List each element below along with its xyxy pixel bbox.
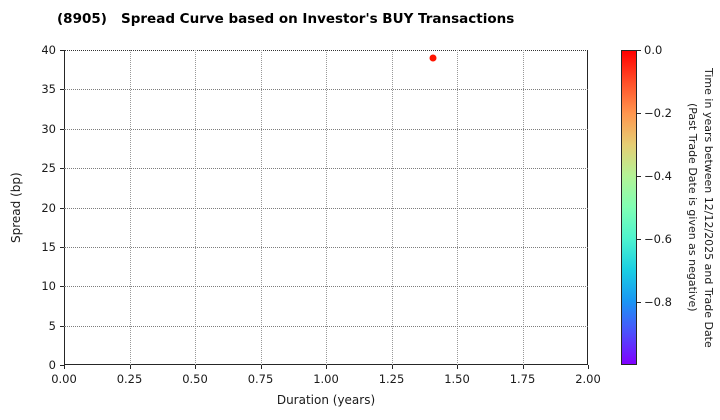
colorbar-tick-mark bbox=[637, 239, 641, 240]
gridline-horizontal bbox=[64, 325, 588, 327]
y-tick-label: 30 bbox=[41, 121, 56, 136]
y-tick-mark bbox=[60, 128, 64, 130]
y-tick-label: 40 bbox=[41, 43, 56, 57]
y-tick-mark bbox=[60, 286, 64, 288]
x-tick-label: 1.00 bbox=[313, 372, 339, 386]
gridline-horizontal bbox=[64, 89, 588, 91]
colorbar-label-line1: Time in years between 12/12/2025 and Tra… bbox=[702, 67, 715, 348]
x-tick-mark bbox=[260, 365, 262, 369]
y-tick-label: 0 bbox=[48, 358, 56, 372]
gridline-horizontal bbox=[64, 207, 588, 209]
y-tick-mark bbox=[60, 246, 64, 248]
colorbar-tick-label: −0.2 bbox=[644, 106, 672, 120]
x-tick-label: 0.00 bbox=[51, 372, 77, 386]
y-tick-mark bbox=[60, 207, 64, 209]
colorbar-tick-mark bbox=[637, 113, 641, 114]
x-tick-label: 0.50 bbox=[182, 372, 208, 386]
x-tick-label: 2.00 bbox=[575, 372, 601, 386]
colorbar bbox=[621, 50, 637, 365]
colorbar-tick-mark bbox=[637, 176, 641, 177]
colorbar-tick-label: −0.6 bbox=[644, 232, 672, 246]
x-tick-label: 0.25 bbox=[116, 372, 143, 386]
gridline-horizontal bbox=[64, 286, 588, 288]
colorbar-tick-mark bbox=[637, 50, 641, 51]
x-tick-mark bbox=[64, 365, 65, 369]
gridline-horizontal bbox=[64, 246, 588, 248]
y-tick-label: 35 bbox=[41, 82, 56, 97]
x-tick-mark bbox=[326, 365, 327, 369]
chart-title: (8905) Spread Curve based on Investor's … bbox=[57, 11, 515, 27]
y-tick-label: 20 bbox=[41, 200, 56, 215]
x-tick-mark bbox=[457, 365, 458, 369]
colorbar-label-line2: (Past Trade Date is given as negative) bbox=[686, 103, 699, 312]
gridline-horizontal bbox=[64, 168, 588, 170]
y-tick-mark bbox=[60, 50, 64, 51]
gridline-horizontal bbox=[64, 128, 588, 130]
x-tick-mark bbox=[129, 365, 131, 369]
colorbar-tick-label: 0.0 bbox=[644, 43, 663, 57]
y-tick-label: 5 bbox=[48, 318, 56, 333]
colorbar-label: Time in years between 12/12/2025 and Tra… bbox=[680, 50, 716, 365]
x-tick-mark bbox=[588, 365, 589, 369]
y-tick-mark bbox=[60, 168, 64, 170]
x-tick-mark bbox=[391, 365, 393, 369]
x-tick-label: 1.25 bbox=[378, 372, 405, 386]
y-tick-label: 25 bbox=[41, 161, 56, 176]
colorbar-tick-mark bbox=[637, 302, 641, 303]
colorbar-tick-label: −0.8 bbox=[644, 295, 672, 309]
x-tick-mark bbox=[195, 365, 196, 369]
x-axis-label: Duration (years) bbox=[276, 393, 376, 407]
x-tick-mark bbox=[522, 365, 524, 369]
y-axis-label: Spread (bp) bbox=[9, 172, 23, 243]
y-tick-label: 10 bbox=[41, 279, 56, 294]
colorbar-tick-label: −0.4 bbox=[644, 169, 672, 183]
x-tick-label: 1.75 bbox=[509, 372, 536, 386]
data-point bbox=[429, 54, 437, 62]
x-tick-label: 0.75 bbox=[247, 372, 274, 386]
y-tick-label: 15 bbox=[41, 239, 56, 254]
y-tick-mark bbox=[60, 365, 64, 366]
y-tick-mark bbox=[60, 89, 64, 91]
x-tick-label: 1.50 bbox=[444, 372, 470, 386]
y-tick-mark bbox=[60, 325, 64, 327]
